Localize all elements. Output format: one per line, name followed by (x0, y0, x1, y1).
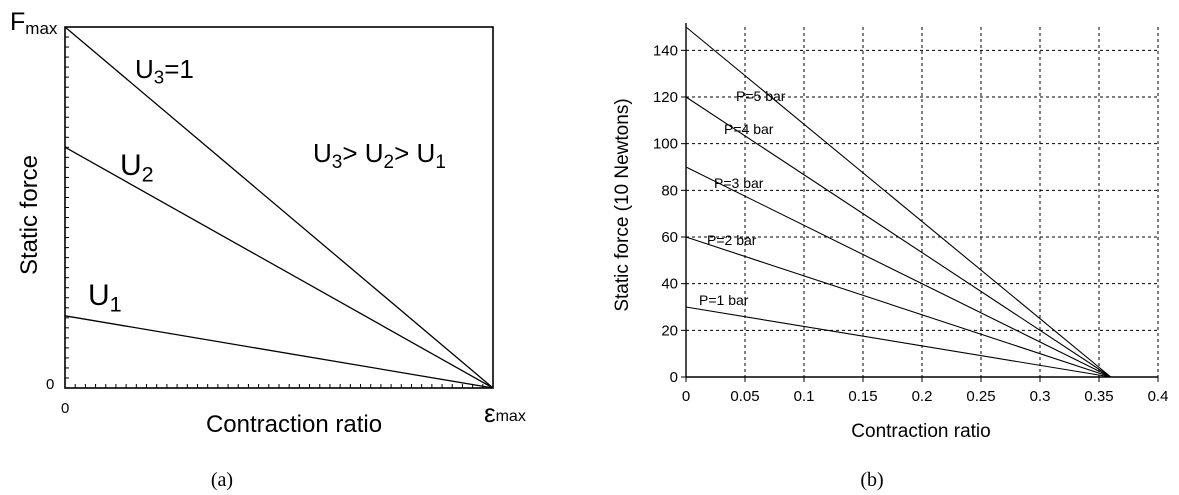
x-max-label-sub: max (496, 408, 526, 425)
y-tick-label-b: 120 (653, 89, 678, 106)
annotation-text: U (313, 138, 332, 168)
annotation-sub: 2 (384, 152, 395, 173)
x-zero-label: 0 (61, 400, 69, 417)
chart-b: 0 0.05 0.1 0.15 0.2 0.25 0.3 0.35 0.4 0 20 40 60 80 10… (612, 23, 1168, 491)
series-label-U3-sub: 3 (154, 67, 164, 88)
x-tick-label-b: 0.1 (794, 388, 815, 405)
series-line-U3 (64, 26, 494, 389)
annotation-sub: 3 (332, 152, 343, 173)
x-axis-title-b: Contraction ratio (851, 421, 990, 442)
y-tick-label-b: 80 (661, 182, 678, 199)
series-label-U1: U1 (88, 279, 122, 317)
y-max-label: Fmax (10, 8, 58, 38)
x-tick-label-b: 0.05 (730, 388, 759, 405)
series-line-p5 (685, 26, 1112, 378)
caption-a: (a) (211, 469, 233, 491)
y-tick-label-b: 20 (661, 322, 678, 339)
x-max-label-main: ε (484, 398, 496, 428)
annotation-sub: 1 (435, 152, 446, 173)
series-label-U1-main: U (88, 279, 110, 312)
x-tick-label-b: 0.3 (1030, 388, 1051, 405)
series-label-p2: P=2 bar (707, 232, 757, 248)
y-axis-title-b: Static force (10 Newtons) (612, 98, 633, 311)
y-tick-label-b: 140 (653, 42, 678, 59)
y-max-label-main: F (10, 8, 25, 36)
x-tick-label-b: 0.35 (1084, 388, 1113, 405)
series-label-U2: U2 (120, 149, 154, 187)
series-line-p2 (685, 236, 1111, 378)
y-tick-label-b: 0 (670, 369, 678, 386)
y-max-label-sub: max (25, 19, 58, 38)
series-label-p1: P=1 bar (699, 292, 749, 308)
inequality-annotation: U3> U2> U1 (313, 138, 446, 173)
series-line-p4 (685, 96, 1112, 378)
series-line-p1 (685, 306, 1111, 378)
x-axis-title-a: Contraction ratio (206, 411, 382, 438)
series-label-U3-main: U (135, 54, 154, 84)
x-tick-label-b: 0.2 (912, 388, 933, 405)
series-label-p4: P=4 bar (724, 121, 774, 137)
x-max-label: εmax (484, 398, 526, 428)
x-tick-label-b: 0.15 (848, 388, 877, 405)
series-line-U2 (64, 146, 494, 389)
series-label-U3-suffix: =1 (164, 54, 194, 84)
series-line-U1 (64, 315, 494, 389)
series-label-U1-sub: 1 (110, 292, 122, 317)
annotation-text: > U (394, 138, 435, 168)
series-label-p5: P=5 bar (736, 88, 786, 104)
y-tick-label-b: 60 (661, 229, 678, 246)
x-tick-label-b: 0 (682, 388, 690, 405)
x-tick-label-b: 0.4 (1148, 388, 1169, 405)
y-zero-label: 0 (46, 376, 54, 393)
y-tick-label-b: 40 (661, 276, 678, 293)
y-tick-label-b: 100 (653, 136, 678, 153)
series-line-p3 (685, 166, 1112, 378)
caption-b: (b) (860, 469, 883, 491)
series-label-U3: U3=1 (135, 54, 194, 88)
x-tick-label-b: 0.25 (966, 388, 995, 405)
series-label-p3: P=3 bar (714, 175, 764, 191)
series-label-U2-sub: 2 (142, 162, 154, 187)
series-label-U2-main: U (120, 149, 142, 182)
y-axis-title-a: Static force (16, 155, 43, 275)
annotation-text: > U (342, 138, 383, 168)
